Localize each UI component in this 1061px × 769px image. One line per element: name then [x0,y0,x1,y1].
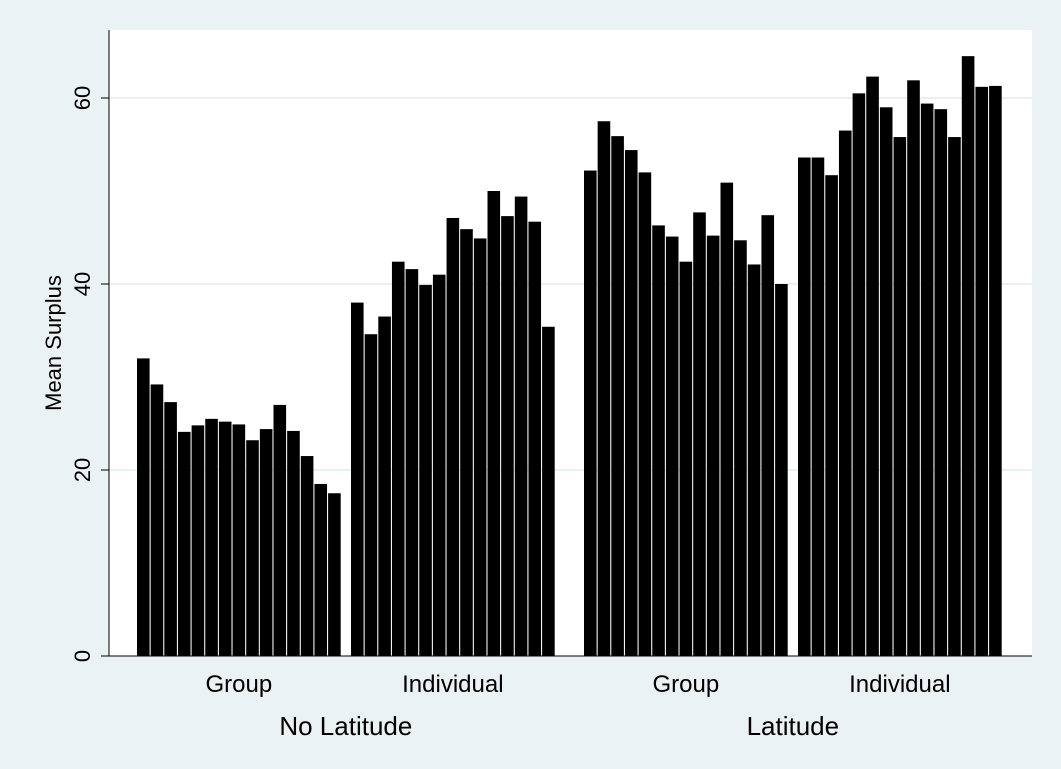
bar [961,56,975,656]
bar [218,421,232,656]
bar [811,157,825,656]
bar [975,86,989,657]
category-label: Group [205,671,272,698]
bar [432,274,446,656]
bar [405,269,419,656]
bar [679,261,693,656]
bar [150,384,164,656]
bar [638,172,652,656]
bar [391,261,405,656]
bar [706,235,720,656]
bar [246,440,259,656]
bar [205,418,218,656]
bar [907,80,920,656]
y-tick-label: 60 [70,86,95,110]
bar [501,216,514,657]
y-tick-label: 0 [70,650,95,662]
bar [934,109,948,656]
category-label: Individual [849,671,950,698]
bars [137,56,1002,657]
bar [838,130,852,657]
y-tick-label: 40 [70,272,95,296]
bar [665,236,679,656]
bar [300,456,314,656]
bar [177,431,191,656]
bar [460,229,473,656]
bar [948,137,961,656]
bar [364,334,378,656]
group-label: No Latitude [279,711,412,741]
y-axis-ticks: 0 20 40 60 [70,86,109,662]
bar [624,150,638,656]
bar [232,424,246,656]
bar [584,170,597,657]
bar [761,215,775,656]
bar [879,107,893,657]
bar [989,85,1002,656]
category-label: Individual [402,671,503,698]
bar [734,240,747,657]
bar [720,182,734,656]
bar [419,284,432,656]
bar [866,76,879,657]
x-axis-labels: Group Individual No Latitude Group Individua… [205,671,950,741]
bar [378,316,391,656]
group-label: Latitude [747,711,840,741]
bar [611,136,624,656]
bar [747,264,761,656]
bar [164,402,177,656]
bar [287,430,300,656]
bar [473,238,487,656]
bar [652,225,665,656]
bar [542,326,555,656]
bar [191,425,205,656]
bar [852,93,866,657]
bar [920,103,934,656]
bar [514,196,528,656]
bar [446,217,460,656]
bar [798,157,811,656]
category-label: Group [652,671,719,698]
bar [775,284,788,656]
bar [825,175,838,656]
bar [137,358,150,656]
bar [351,302,364,656]
bar [528,221,542,656]
bar [487,191,501,656]
y-tick-label: 20 [70,458,95,482]
bar [273,404,287,656]
bar [597,121,611,656]
bar [693,212,706,656]
bar [328,493,341,656]
y-axis-title: Mean Surplus [41,275,66,411]
bar [314,483,328,656]
bar [259,429,273,656]
bar [893,137,907,656]
